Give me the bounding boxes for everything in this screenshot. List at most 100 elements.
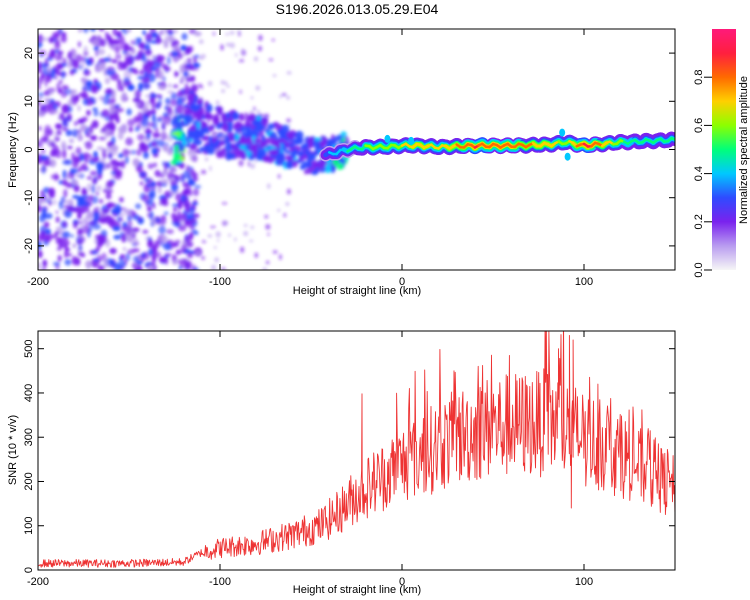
spectrogram-cell bbox=[44, 129, 52, 137]
spectrogram-cell bbox=[198, 107, 205, 116]
spectrogram-cell bbox=[184, 194, 188, 203]
snr-x-tick-label: -200 bbox=[27, 576, 49, 588]
spectrogram-cell bbox=[137, 111, 144, 121]
snr-y-tick-label: 300 bbox=[23, 428, 35, 446]
snr-frame bbox=[37, 330, 676, 571]
spectrogram-cell bbox=[60, 63, 68, 67]
spectrogram-cell bbox=[96, 64, 103, 73]
spectrogram-cell bbox=[91, 120, 99, 129]
spectrogram-cell bbox=[564, 152, 571, 161]
spectrogram-cell bbox=[55, 216, 60, 223]
spectrogram-cell bbox=[145, 94, 151, 98]
spectrogram-cell bbox=[165, 97, 171, 105]
spectrogram-cell bbox=[38, 92, 45, 98]
spectrogram-cell bbox=[63, 188, 68, 198]
spectrogram-cell bbox=[95, 246, 100, 252]
spectrogram-cell bbox=[103, 68, 108, 77]
spectrogram-cell bbox=[167, 90, 174, 94]
spectrogram-cell bbox=[167, 106, 173, 115]
spectrogram-cell bbox=[131, 233, 136, 239]
spectrogram-cell bbox=[189, 154, 198, 162]
spectrogram-frame bbox=[37, 28, 676, 271]
spectrogram-cell bbox=[277, 208, 281, 213]
spectrogram-cell bbox=[78, 29, 83, 33]
spectrogram-cell bbox=[171, 212, 177, 220]
snr-x-tick-label: 0 bbox=[399, 576, 405, 588]
spectrogram-cell bbox=[295, 130, 304, 140]
spectrogram-cell bbox=[95, 190, 100, 196]
spectrogram-cell bbox=[60, 34, 67, 43]
colorbar-label: Normalized spectral amplitude bbox=[738, 76, 750, 224]
spectrogram-cell bbox=[241, 48, 245, 55]
spectrogram-cell bbox=[133, 41, 141, 46]
spectrogram-cell bbox=[56, 82, 61, 92]
spectrogram-cell bbox=[280, 152, 286, 161]
spectrogram-cell bbox=[221, 112, 227, 123]
spectrogram-cell bbox=[183, 70, 189, 78]
spectrogram-cell bbox=[247, 160, 251, 168]
colorbar-tick-label: 0.2 bbox=[693, 214, 705, 229]
spectrogram-cell bbox=[42, 259, 47, 267]
spectrogram-cell bbox=[285, 95, 291, 100]
spectrogram-cell bbox=[245, 114, 253, 122]
spectrogram-cell bbox=[162, 63, 168, 70]
spectrogram-cell bbox=[206, 103, 213, 113]
spectrogram-cell bbox=[247, 140, 254, 145]
spectrogram-cell bbox=[123, 51, 130, 57]
snr-x-tick-label: -100 bbox=[209, 576, 231, 588]
spectrogram-cell bbox=[147, 238, 154, 248]
spectrogram-x-tick-label: 100 bbox=[575, 276, 593, 288]
spectrogram-cell bbox=[171, 41, 176, 48]
spectrogram-cell bbox=[196, 250, 201, 256]
spectrogram-cell bbox=[57, 254, 62, 262]
spectrogram-cell bbox=[123, 77, 131, 83]
spectrogram-cell bbox=[67, 51, 73, 60]
spectrogram-y-tick-label: 10 bbox=[23, 95, 35, 107]
spectrogram-cell bbox=[112, 59, 118, 64]
spectrogram-cell bbox=[93, 109, 99, 117]
spectrogram-cell bbox=[195, 147, 200, 153]
spectrogram-cell bbox=[122, 247, 127, 251]
spectrogram-cell bbox=[270, 148, 278, 156]
spectrogram-cell bbox=[106, 162, 111, 169]
spectrogram-cell bbox=[220, 80, 225, 85]
spectrogram-cell bbox=[61, 85, 69, 90]
spectrogram-cell bbox=[91, 38, 100, 47]
spectrogram-cell bbox=[112, 29, 118, 37]
spectrogram-cell bbox=[38, 109, 41, 118]
spectrogram-cell bbox=[43, 221, 50, 228]
spectrogram-cell bbox=[41, 267, 47, 270]
spectrogram-cell bbox=[142, 106, 149, 113]
spectrogram-cell bbox=[49, 48, 56, 59]
spectrogram-cell bbox=[196, 98, 203, 105]
spectrogram-cell bbox=[79, 124, 88, 132]
spectrogram-cell bbox=[43, 159, 50, 165]
spectrogram-cell bbox=[285, 155, 291, 161]
spectrogram-cell bbox=[214, 257, 220, 263]
spectrogram-cell bbox=[175, 249, 182, 255]
spectrogram-cell bbox=[250, 96, 254, 100]
spectrogram-cell bbox=[138, 51, 142, 60]
spectrogram-cell bbox=[72, 155, 81, 161]
spectrogram-cell bbox=[61, 104, 70, 114]
spectrogram-cell bbox=[65, 129, 73, 137]
spectrogram-cell bbox=[153, 240, 160, 249]
spectrogram-cell bbox=[142, 29, 146, 36]
spectrogram-cell bbox=[39, 156, 48, 160]
spectrogram-cell bbox=[224, 144, 232, 153]
spectrogram-cells bbox=[38, 29, 675, 270]
spectrogram-cell bbox=[209, 148, 215, 153]
spectrogram-cell bbox=[229, 123, 233, 132]
spectrogram-cell bbox=[171, 254, 177, 264]
spectrogram-ridge bbox=[319, 128, 675, 162]
spectrogram-cell bbox=[82, 152, 90, 158]
spectrogram-cell bbox=[96, 254, 103, 264]
spectrogram-cell bbox=[221, 267, 226, 270]
spectrogram-cell bbox=[285, 202, 290, 206]
spectrogram-cell bbox=[213, 246, 217, 249]
spectrogram-cell bbox=[85, 86, 91, 92]
spectrogram-cell bbox=[254, 158, 258, 163]
spectrogram-cell bbox=[307, 137, 313, 145]
spectrogram-cell bbox=[56, 29, 61, 37]
